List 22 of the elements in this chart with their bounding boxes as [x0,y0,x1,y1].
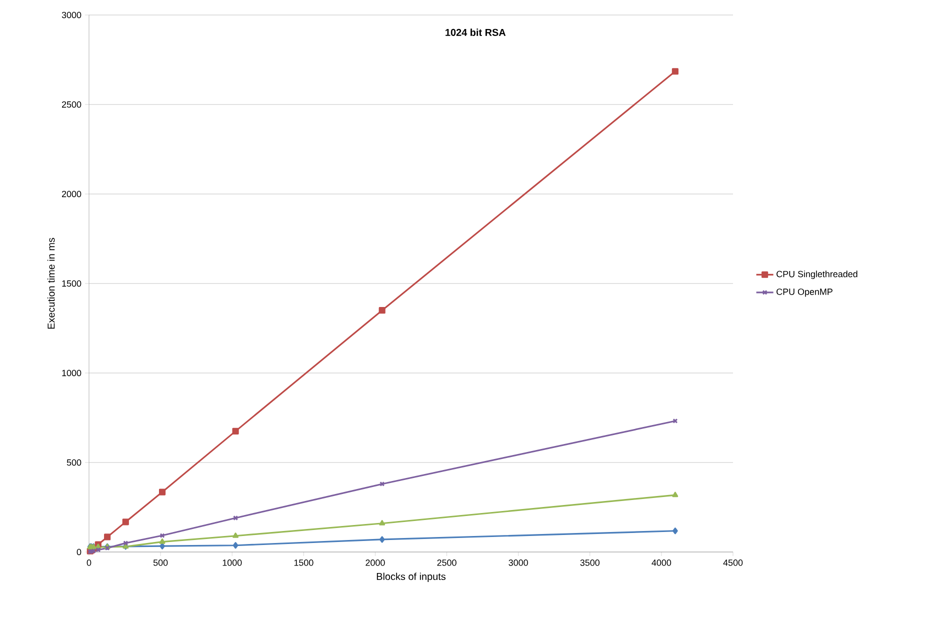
x-tick-label: 1500 [294,560,314,566]
x-tick-label: 4500 [723,560,743,566]
x-tick-label: 3500 [580,560,600,566]
x-tick-label: 2000 [366,560,385,566]
y-tick-label: 2000 [62,190,82,198]
x-tick-label: 0 [86,560,92,566]
x-axis-title: Blocks of inputs [376,572,446,582]
x-tick-label: 3000 [508,560,528,566]
y-tick-label: 500 [66,459,82,466]
text: 1024 bit RSA [446,28,506,36]
legend-label: CPU Singlethreaded [776,270,858,279]
x-tick-label: 1000 [222,560,242,566]
legend-label: CPU OpenMP [776,288,832,297]
y-axis-title: Execution time in ms [47,238,55,329]
x-tick-label: 2500 [437,560,456,566]
y-tick-label: 0 [76,548,82,556]
x-tick-label: 500 [153,560,168,566]
x-tick-label: 4000 [652,560,672,566]
y-tick-label: 3000 [62,12,82,18]
y-tick-label: 2500 [62,101,82,108]
y-tick-label: 1000 [62,370,82,376]
y-tick-label: 1500 [62,280,82,287]
